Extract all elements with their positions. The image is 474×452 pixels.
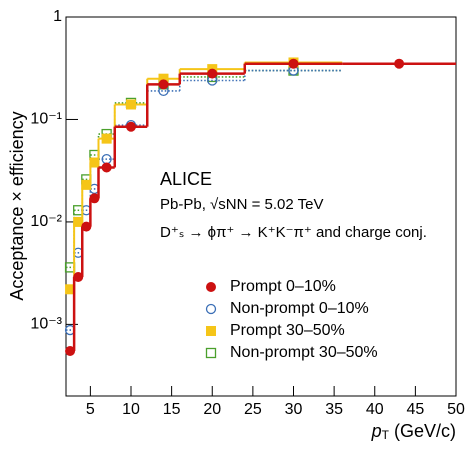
marker	[101, 162, 112, 173]
legend-marker	[206, 326, 216, 336]
marker	[126, 121, 136, 132]
x-tick-label: 50	[447, 401, 465, 418]
legend-marker	[206, 282, 216, 292]
legend-label: Prompt 30–50%	[230, 322, 345, 339]
x-axis-label: pT (GeV/c)	[371, 421, 456, 442]
y-tick-label: 10⁻²	[30, 213, 62, 230]
x-tick-label: 40	[366, 401, 384, 418]
x-tick-label: 20	[203, 401, 221, 418]
marker	[158, 79, 169, 90]
y-axis-label: Acceptance × efficiency	[7, 111, 27, 300]
annotation: ALICE	[160, 169, 212, 189]
marker	[89, 157, 100, 168]
y-tick-label: 10⁻¹	[30, 111, 62, 128]
marker	[81, 221, 92, 232]
marker	[65, 345, 76, 356]
marker	[81, 179, 92, 190]
x-label-rest: (GeV/c)	[389, 421, 456, 441]
marker	[101, 133, 112, 144]
marker	[288, 58, 299, 69]
marker	[207, 68, 218, 79]
annotation: Pb-Pb, √sNN = 5.02 TeV	[160, 196, 323, 213]
legend-marker	[205, 303, 217, 315]
x-label-sub: T	[382, 428, 390, 442]
x-tick-label: 25	[244, 401, 262, 418]
x-tick-label: 35	[325, 401, 343, 418]
marker	[73, 272, 84, 283]
marker	[73, 216, 84, 227]
annotation: D⁺ₛ → ϕπ⁺ → K⁺K⁻π⁺ and charge conj.	[160, 224, 427, 241]
legend-label: Prompt 0–10%	[230, 278, 336, 295]
x-tick-label: 15	[163, 401, 181, 418]
legend-label: Non-prompt 30–50%	[230, 344, 378, 361]
marker	[89, 193, 100, 204]
legend-marker	[205, 347, 217, 359]
legend-label: Non-prompt 0–10%	[230, 300, 369, 317]
x-tick-label: 30	[285, 401, 303, 418]
y-tick-label: 10⁻³	[30, 316, 62, 333]
plot-frame	[65, 16, 457, 397]
x-tick-label: 45	[406, 401, 424, 418]
marker	[126, 99, 136, 110]
x-tick-label: 5	[86, 401, 95, 418]
x-label-main: p	[371, 421, 382, 441]
x-tick-label: 10	[122, 401, 140, 418]
marker	[394, 58, 405, 69]
y-tick-label: 1	[53, 8, 62, 25]
